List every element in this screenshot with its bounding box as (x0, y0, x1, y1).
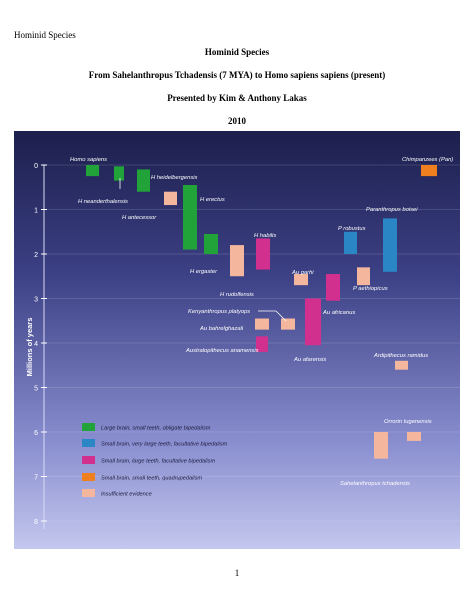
legend-swatch-green (82, 423, 95, 431)
legend-swatch-blue (82, 439, 95, 447)
species-label-p-robustus: P robustus (338, 226, 366, 232)
axis-tick-label: 4 (34, 341, 38, 348)
axis-tick-label: 8 (34, 519, 38, 526)
legend-swatch-orange (82, 473, 95, 481)
species-bar-h-neanderthalensis (114, 166, 124, 181)
species-bar-au-bahrelghazali (255, 318, 269, 330)
species-bar-au-garhi (294, 274, 308, 286)
species-label-au-bahrelghazali: Au bahrelghazali (199, 326, 244, 332)
document-title: Hominid Species (204, 47, 270, 57)
legend-swatch-peach (82, 489, 95, 497)
species-label-h-rudolfensis: H rudolfensis (220, 292, 254, 298)
species-bar-p-aethiopicus (357, 267, 370, 286)
species-label-ardipithecus-ramidus: Ardipithecus ramidus (373, 353, 428, 359)
species-bar-h-erectus (183, 185, 197, 250)
species-bar-sahelanthropus-tchadensis (374, 432, 388, 459)
axis-tick-label: 7 (34, 475, 38, 482)
axis-tick-label: 2 (34, 252, 38, 259)
axis-tick-label: 0 (34, 163, 38, 170)
species-bar-orrorin-tugenensis (407, 432, 421, 441)
axis-tick-label: 6 (34, 430, 38, 437)
species-label-paranthropus-boisei: Paranthropus boisei (366, 207, 418, 213)
species-bar-australopithecus-anamensis (256, 336, 268, 352)
document-year: 2010 (228, 116, 246, 126)
species-label-h-heidelbergensis: H heidelbergensis (151, 175, 198, 181)
running-header: Hominid Species (14, 30, 76, 40)
species-bar-h-antecessor (164, 191, 177, 206)
species-label-kenyanthropus-platyops: Kenyanthropus platyops (188, 309, 250, 315)
species-label-australopithecus-anamensis: Australopithecus anamensis (185, 348, 259, 354)
axis-tick-label: 5 (34, 386, 38, 393)
legend-label-orange: Small brain, small teeth, quadrupedalism (101, 476, 202, 482)
species-label-h-ergaster: H ergaster (190, 269, 218, 275)
page-number: 1 (234, 568, 240, 578)
connector-line (275, 310, 287, 322)
axis-title: Millions of years (25, 318, 34, 377)
species-bar-ardipithecus-ramidus (395, 360, 408, 370)
species-bar-chimpanzees-pan (421, 165, 437, 177)
document-subtitle: From Sahelanthropus Tchadensis (7 MYA) t… (88, 70, 386, 80)
species-bar-h-heidelbergensis (137, 169, 150, 192)
legend-swatch-magenta (82, 456, 95, 464)
species-label-au-africanus: Au africanus (322, 310, 355, 316)
species-label-sahelanthropus-tchadensis: Sahelanthropus tchadensis (340, 481, 410, 487)
species-bar-p-robustus (344, 231, 357, 254)
species-label-chimpanzees-pan: Chimpanzees (Pan) (402, 157, 453, 163)
legend-label-green: Large brain, small teeth, obligate biped… (101, 426, 211, 432)
species-label-h-habilis: H habilis (254, 233, 276, 239)
axis-tick-label: 1 (34, 208, 38, 215)
species-label-p-aethiopicus: P aethiopicus (353, 286, 388, 292)
species-bar-h-ergaster (204, 233, 218, 254)
species-bar-h-habilis (256, 238, 270, 270)
species-bar-au-afarensis (305, 298, 321, 346)
axis-tick-label: 3 (34, 297, 38, 304)
species-label-au-afarensis: Au afarensis (293, 357, 326, 363)
species-bar-h-rudolfensis (230, 245, 244, 277)
species-label-h-erectus: H erectus (200, 197, 225, 203)
species-label-homo-sapiens: Homo sapiens (70, 157, 107, 163)
species-label-orrorin-tugenensis: Orrorin tugenensis (384, 419, 432, 425)
legend-label-blue: Small brain, very large teeth, facultati… (101, 442, 228, 448)
hominid-timeline-figure: 0 1 2 3 4 5 6 7 8 Millions of years Homo sapiens… (14, 131, 460, 549)
species-bar-paranthropus-boisei (383, 218, 397, 272)
species-label-h-antecessor: H antecessor (122, 215, 157, 221)
species-bar-au-africanus (326, 274, 340, 301)
document-authors: Presented by Kim & Anthony Lakas (167, 93, 307, 103)
legend-label-peach: Insufficient evidence (101, 492, 152, 498)
species-bar-homo-sapiens (86, 165, 99, 177)
legend-label-magenta: Small brain, large teeth, facultative bi… (101, 459, 215, 465)
species-bar-kenyanthropus-platyops (281, 318, 295, 330)
species-label-h-neanderthalensis: H neanderthalensis (78, 199, 128, 205)
species-label-au-garhi: Au garhi (291, 270, 314, 276)
